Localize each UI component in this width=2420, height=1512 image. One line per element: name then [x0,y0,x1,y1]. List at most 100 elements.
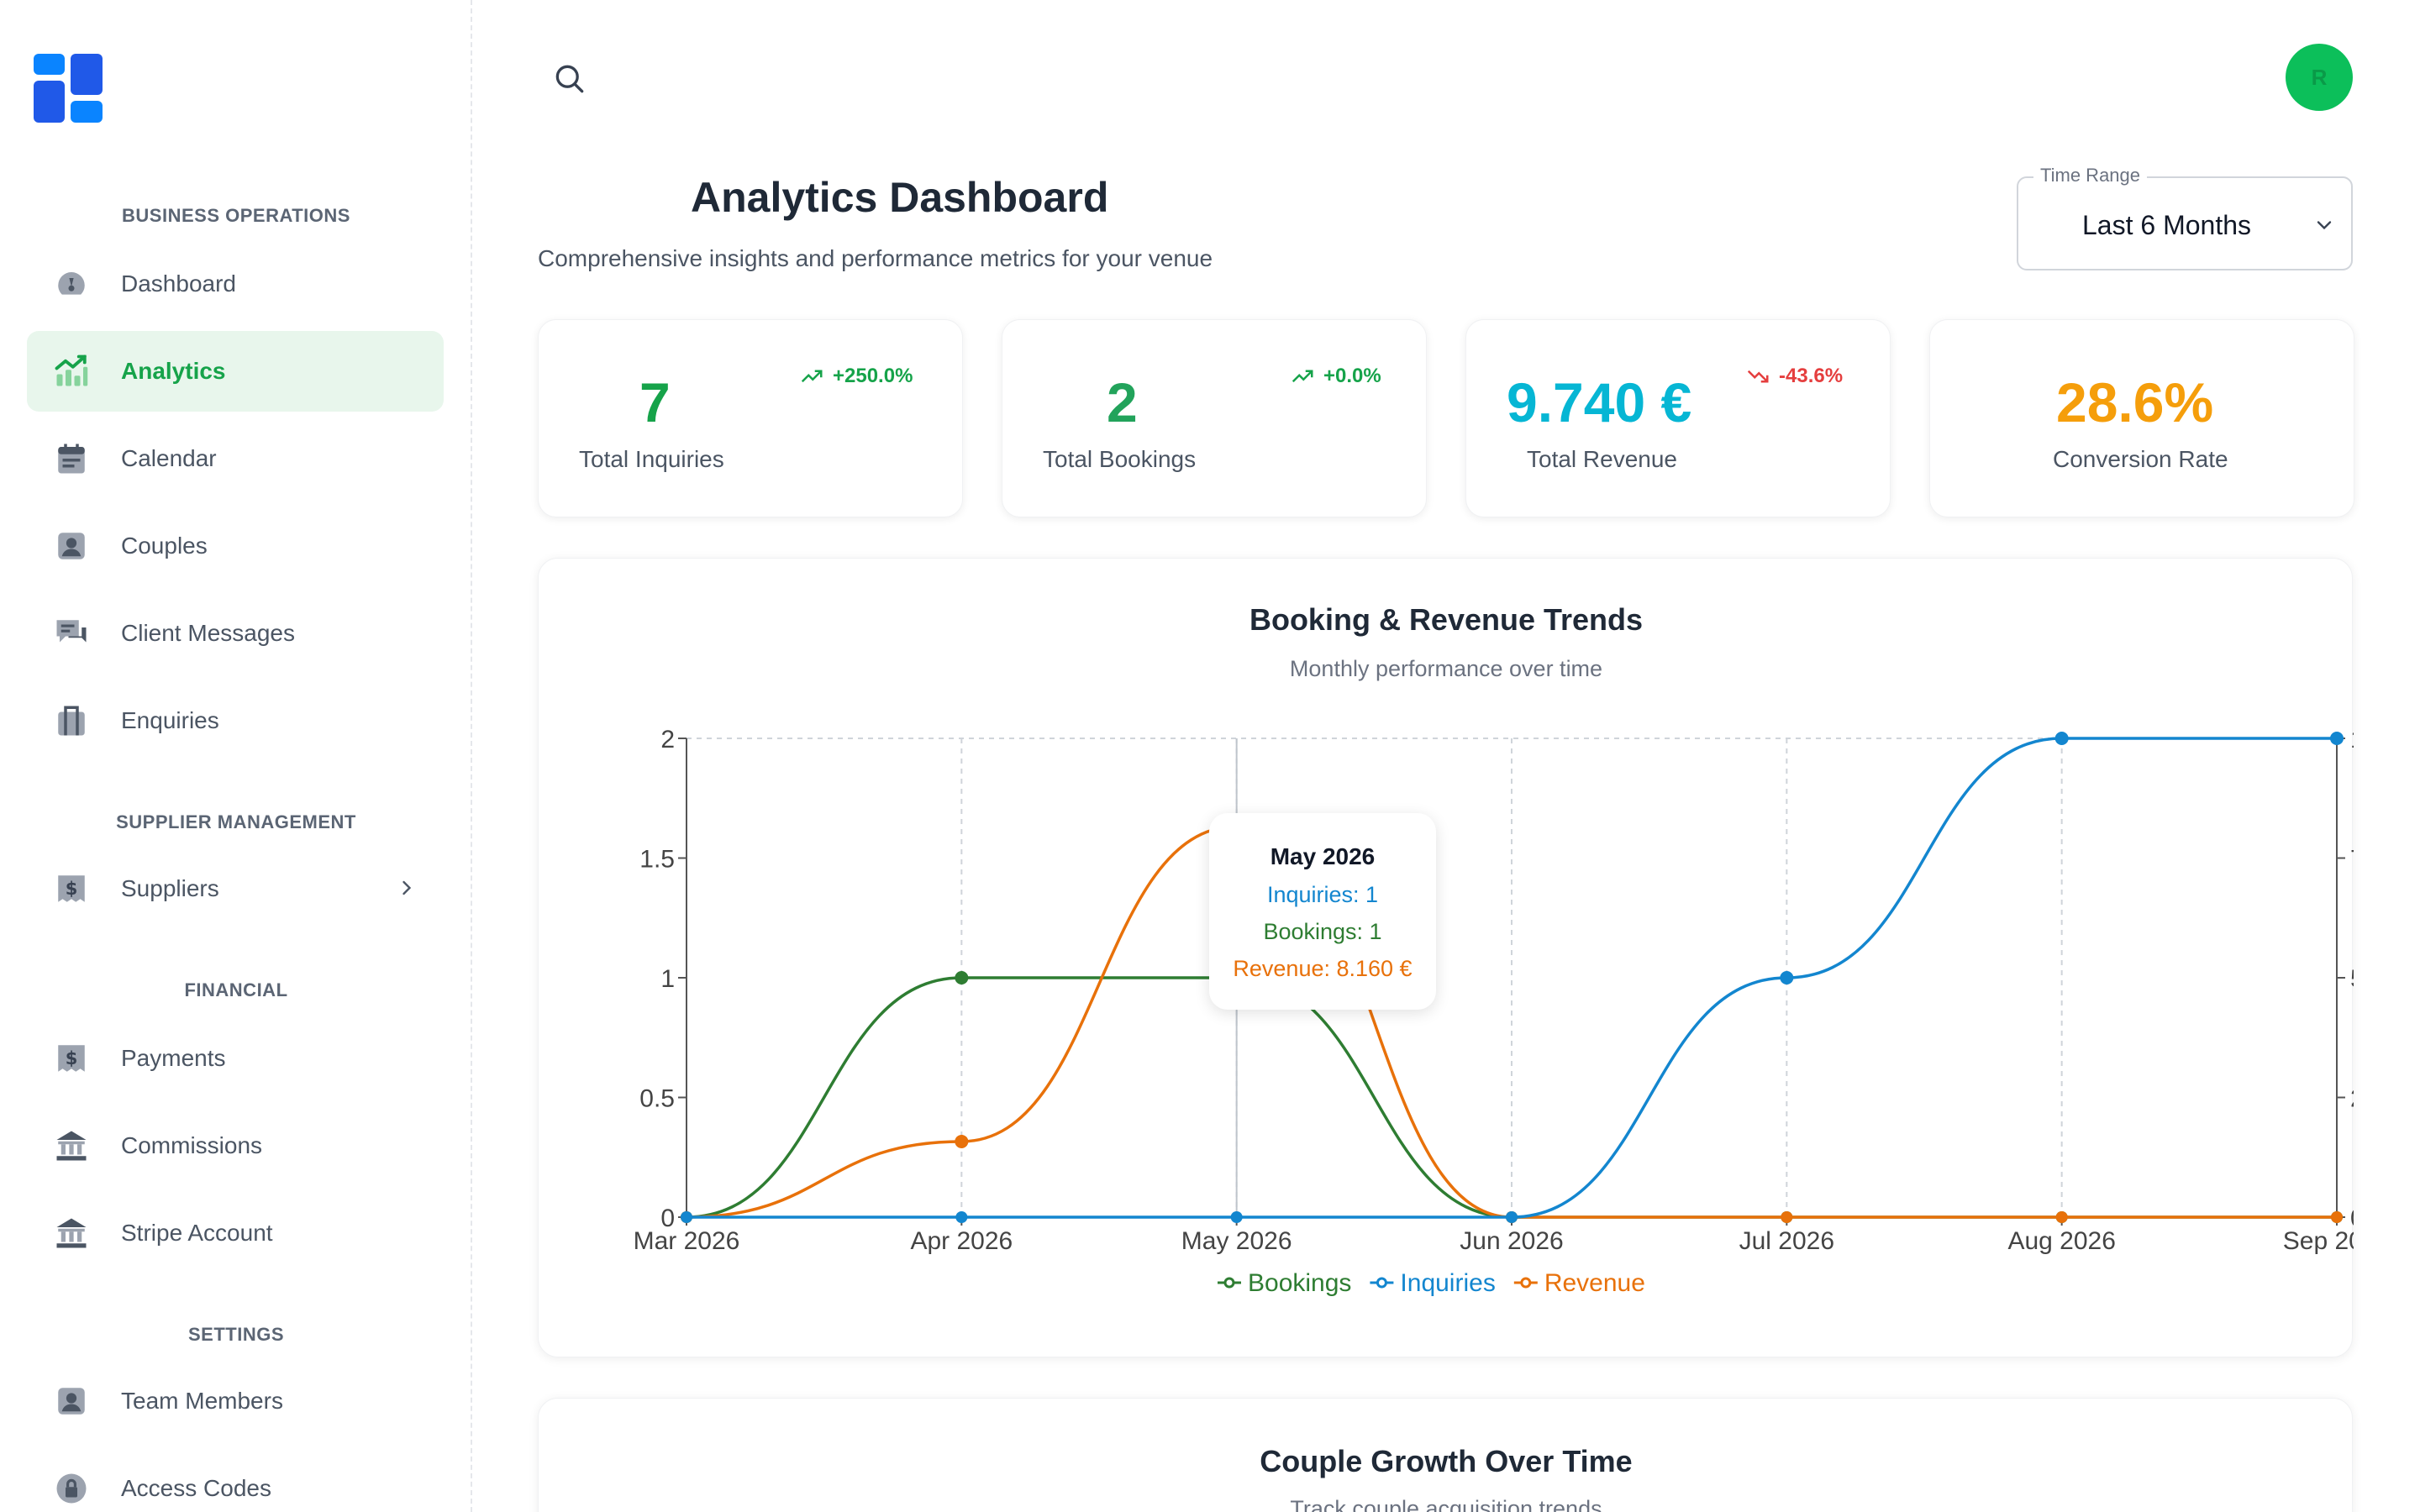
legend-marker-revenue [1520,1277,1532,1289]
sidebar: BUSINESS OPERATIONS Dashboard Analytics … [0,0,472,1512]
sidebar-item-label: Suppliers [121,875,219,901]
kpi-card-revenue: 9.740 € Total Revenue -43.6% [1465,319,1891,517]
svg-text:$: $ [66,1048,78,1068]
person-badge-icon [54,1383,89,1419]
kpi-label: Total Bookings [1043,446,1197,472]
y-tick-label: 1 [660,965,675,993]
kpi-card-inquiries: 7 Total Inquiries +250.0% [538,319,963,517]
chart-tooltip: May 2026 Inquiries: 1 Bookings: 1 Revenu… [1209,813,1436,1010]
tooltip-title: May 2026 [1270,843,1376,869]
dollar-receipt-icon: $ [54,1041,89,1076]
sidebar-item-payments[interactable]: $ Payments [27,1018,444,1099]
sidebar-item-label: Stripe Account [121,1220,273,1246]
kpi-card-conversion: 28.6% Conversion Rate [1929,319,2354,517]
chevron-right-icon[interactable] [395,876,418,900]
x-tick-label: Aug 2026 [2007,1227,2115,1255]
sidebar-item-label: Couples [121,533,208,559]
section-title-settings: SETTINGS [187,1324,284,1345]
sidebar-item-access-codes[interactable]: Access Codes [27,1448,444,1512]
app-logo[interactable] [34,54,103,123]
sidebar-item-label: Team Members [121,1388,283,1414]
y-tick-label: 0 [660,1205,675,1232]
data-point-revenue [1781,1211,1793,1223]
calendar-icon [54,441,89,476]
legend-marker-inquiries [1376,1277,1387,1289]
trending-up-icon [801,370,823,383]
y-right-tick-label: 5.000 € [2350,965,2354,993]
x-tick-label: May 2026 [1181,1227,1292,1255]
x-tick-label: Sep 2026 [2283,1227,2354,1255]
legend-label-revenue: Revenue [1544,1269,1645,1297]
data-point-inquiries [1780,971,1794,984]
kpi-trend: +250.0% [799,364,913,389]
bank-icon [54,1215,89,1251]
kpi-trend: +0.0% [1290,364,1381,389]
data-point-inquiries [681,1211,692,1223]
legend-label-bookings: Bookings [1248,1269,1351,1297]
search-button[interactable] [551,60,588,97]
svg-text:$: $ [66,879,78,899]
section-title-business-operations: BUSINESS OPERATIONS [122,205,350,226]
y-tick-label: 2 [660,726,675,753]
kpi-label: Total Inquiries [579,446,724,472]
messages-icon [54,616,89,651]
data-point-revenue [955,1134,969,1148]
kpi-value: 9.740 € [1507,371,1692,433]
person-badge-icon [54,528,89,564]
data-point-inquiries [955,1211,968,1223]
trending-up-icon [1292,370,1313,383]
kpi-label: Total Revenue [1527,446,1678,472]
gauge-icon [54,266,89,302]
series-line-inquiries [687,737,2337,1219]
chevron-down-icon [2317,221,2332,230]
y-right-tick-label: 10.000 € [2350,726,2354,753]
sidebar-item-label: Enquiries [121,707,219,733]
sidebar-item-stripe-account[interactable]: Stripe Account [27,1193,444,1273]
time-range-select[interactable]: Time Range Last 6 Months [2017,165,2353,270]
data-point-revenue [2331,1211,2343,1223]
data-point-inquiries [2330,732,2344,745]
kpi-value: 7 [639,371,671,433]
sidebar-item-suppliers[interactable]: $ Suppliers [27,848,444,929]
dollar-receipt-icon: $ [54,871,89,906]
time-range-value: Last 6 Months [2082,210,2251,240]
data-point-inquiries [1506,1211,1518,1223]
trends-chart-card: Booking & Revenue Trends Monthly perform… [538,558,2354,1358]
sidebar-item-analytics[interactable]: Analytics [27,331,444,412]
sidebar-item-team-members[interactable]: Team Members [27,1361,444,1441]
kpi-value: 2 [1107,371,1138,433]
y-right-tick-label: 2.500 € [2350,1085,2354,1113]
data-point-bookings [955,971,969,984]
x-tick-label: Apr 2026 [910,1227,1013,1255]
x-tick-label: Mar 2026 [634,1227,740,1255]
trends-chart[interactable]: 0 0.5 1 1.5 2 0 € 2.500 € 5.000 € 7.500 € 10.000 … [539,559,2354,1358]
sidebar-item-client-messages[interactable]: Client Messages [27,593,444,674]
sidebar-item-label: Dashboard [121,270,236,297]
avatar[interactable]: R [2286,44,2353,111]
tooltip-bookings: Bookings: 1 [1263,919,1382,944]
search-icon [555,65,584,93]
page-subtitle: Comprehensive insights and performance m… [538,245,1213,271]
sidebar-item-calendar[interactable]: Calendar [27,418,444,499]
sidebar-item-label: Access Codes [121,1475,271,1501]
y-tick-label: 1.5 [639,846,675,874]
kpi-trend-value: +0.0% [1323,365,1381,387]
sidebar-item-label: Analytics [121,358,226,384]
sidebar-item-dashboard[interactable]: Dashboard [27,244,444,324]
tooltip-revenue: Revenue: 8.160 € [1233,956,1413,981]
sidebar-item-commissions[interactable]: Commissions [27,1105,444,1186]
sidebar-item-enquiries[interactable]: Enquiries [27,680,444,761]
kpi-card-bookings: 2 Total Bookings +0.0% [1002,319,1427,517]
lock-icon [54,1471,89,1506]
sidebar-item-couples[interactable]: Couples [27,506,444,586]
x-tick-label: Jul 2026 [1739,1227,1834,1255]
analytics-icon [54,354,89,389]
y-right-tick-label: 7.500 € [2350,846,2354,874]
kpi-trend-value: +250.0% [833,365,913,387]
section-title-supplier-management: SUPPLIER MANAGEMENT [116,811,356,832]
trending-down-icon [1747,370,1769,383]
chart-subtitle: Monthly performance over time [1289,656,1603,681]
couple-growth-subtitle: Track couple acquisition trends [1290,1496,1602,1512]
briefcase-icon [54,703,89,738]
